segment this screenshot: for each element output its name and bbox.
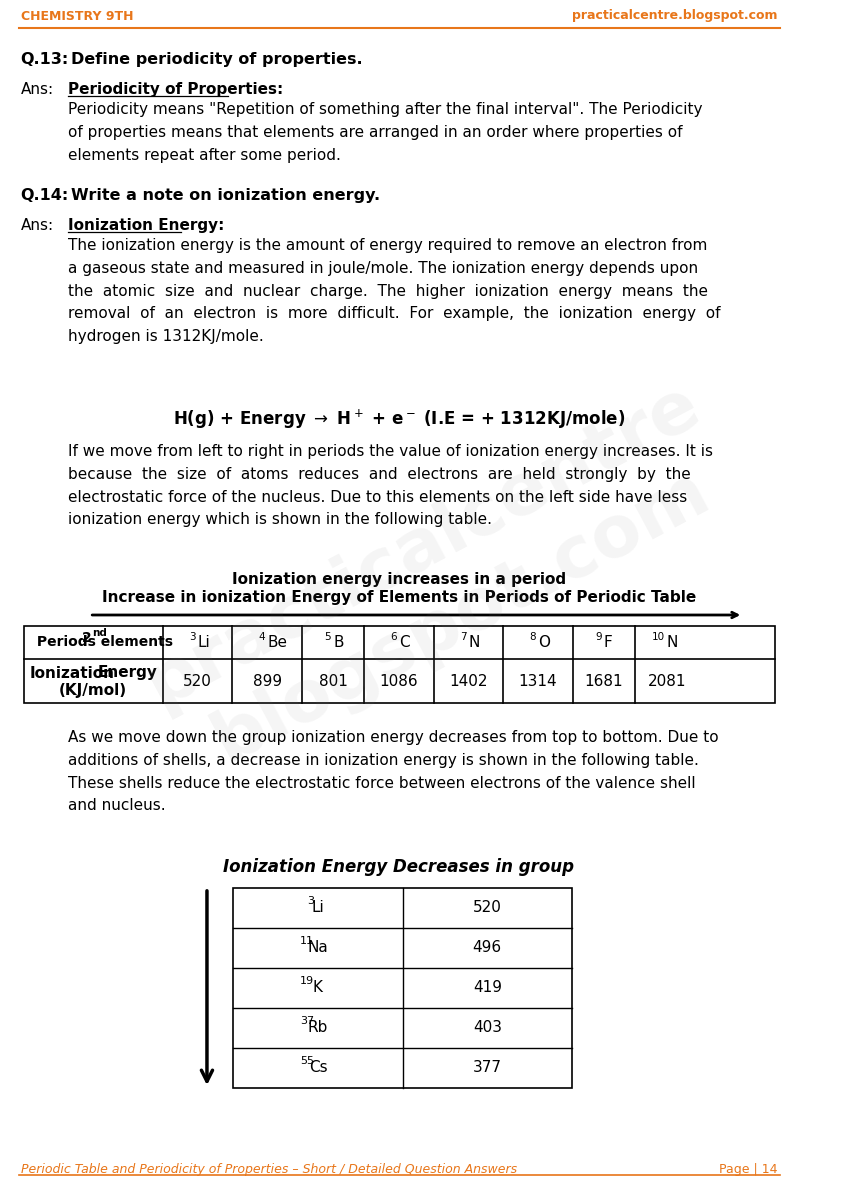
- Text: The ionization energy is the amount of energy required to remove an electron fro: The ionization energy is the amount of e…: [68, 238, 720, 344]
- Text: 55: 55: [301, 1057, 314, 1066]
- Text: 37: 37: [300, 1016, 314, 1027]
- Text: Ionization Energy:: Ionization Energy:: [68, 218, 224, 233]
- Text: 496: 496: [473, 940, 502, 956]
- Text: H(g) + Energy $\rightarrow$ H$^+$ + e$^-$ (I.E = + 1312KJ/mole): H(g) + Energy $\rightarrow$ H$^+$ + e$^-…: [172, 407, 625, 432]
- Text: N: N: [667, 635, 678, 650]
- Text: Be: Be: [267, 635, 287, 650]
- Text: C: C: [399, 635, 409, 650]
- Text: Na: Na: [307, 940, 329, 956]
- Text: 377: 377: [473, 1060, 502, 1076]
- Text: Ionization: Ionization: [29, 666, 114, 680]
- Text: 7: 7: [460, 631, 467, 642]
- Text: (KJ/mol): (KJ/mol): [59, 683, 127, 697]
- Text: Ans:: Ans:: [20, 82, 53, 97]
- Text: 3: 3: [189, 631, 195, 642]
- Text: Ionization energy increases in a period: Ionization energy increases in a period: [232, 572, 566, 587]
- Text: B: B: [333, 635, 344, 650]
- Text: 801: 801: [318, 673, 347, 689]
- Text: Rb: Rb: [308, 1020, 329, 1035]
- Text: As we move down the group ionization energy decreases from top to bottom. Due to: As we move down the group ionization ene…: [68, 730, 718, 814]
- Text: N: N: [469, 635, 480, 650]
- Text: Li: Li: [312, 900, 324, 916]
- Text: Q.14:: Q.14:: [20, 188, 69, 203]
- Text: 1402: 1402: [449, 673, 487, 689]
- Text: practicalcentre.blogspot.com: practicalcentre.blogspot.com: [572, 10, 778, 23]
- Text: 1681: 1681: [585, 673, 623, 689]
- Text: F: F: [604, 635, 613, 650]
- Text: nd: nd: [93, 629, 107, 638]
- Text: 8: 8: [530, 631, 537, 642]
- Text: Periodic Table and Periodicity of Properties – Short / Detailed Question Answers: Periodic Table and Periodicity of Proper…: [20, 1164, 517, 1176]
- Text: Write a note on ionization energy.: Write a note on ionization energy.: [70, 188, 380, 203]
- Text: 520: 520: [473, 900, 502, 916]
- Text: If we move from left to right in periods the value of ionization energy increase: If we move from left to right in periods…: [68, 444, 712, 528]
- Text: Energy: Energy: [98, 666, 157, 680]
- Text: 6: 6: [391, 631, 397, 642]
- Text: 10: 10: [652, 631, 665, 642]
- Text: Periods elements: Periods elements: [32, 636, 173, 649]
- Text: Cs: Cs: [309, 1060, 327, 1076]
- Text: Periodicity of Properties:: Periodicity of Properties:: [68, 82, 283, 97]
- Text: 403: 403: [473, 1020, 502, 1035]
- Text: 4: 4: [259, 631, 265, 642]
- Text: 19: 19: [300, 976, 314, 986]
- Text: 419: 419: [473, 981, 502, 995]
- Text: practicalcentre
blogspot.com: practicalcentre blogspot.com: [134, 369, 750, 791]
- Text: Periodicity means "Repetition of something after the final interval". The Period: Periodicity means "Repetition of somethi…: [68, 102, 702, 162]
- Text: 1086: 1086: [380, 673, 419, 689]
- Text: CHEMISTRY 9TH: CHEMISTRY 9TH: [20, 10, 133, 23]
- Text: 9: 9: [595, 631, 602, 642]
- Bar: [233, 888, 572, 1088]
- Text: Define periodicity of properties.: Define periodicity of properties.: [70, 52, 363, 67]
- Text: K: K: [313, 981, 323, 995]
- Text: 1314: 1314: [519, 673, 558, 689]
- Text: Li: Li: [198, 635, 211, 650]
- Text: 520: 520: [183, 673, 212, 689]
- Text: 5: 5: [324, 631, 331, 642]
- Text: Ionization Energy Decreases in group: Ionization Energy Decreases in group: [223, 858, 575, 876]
- Text: 2: 2: [82, 631, 91, 644]
- Text: O: O: [538, 635, 550, 650]
- Text: Ans:: Ans:: [20, 218, 53, 233]
- Text: 2081: 2081: [648, 673, 686, 689]
- Text: Q.13:: Q.13:: [20, 52, 69, 67]
- Text: Page | 14: Page | 14: [719, 1164, 778, 1176]
- Text: 899: 899: [253, 673, 282, 689]
- Text: 11: 11: [301, 936, 314, 946]
- Bar: [24, 626, 775, 703]
- Text: 3: 3: [307, 895, 314, 906]
- Text: Increase in ionization Energy of Elements in Periods of Periodic Table: Increase in ionization Energy of Element…: [102, 590, 696, 605]
